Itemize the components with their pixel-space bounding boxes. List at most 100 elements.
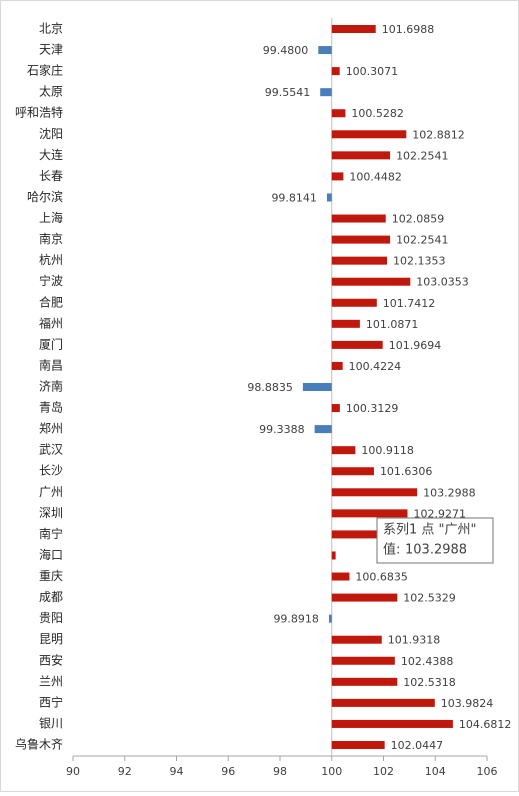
- y-tick-label: 郑州: [39, 421, 63, 436]
- x-tick-label: 90: [66, 765, 80, 778]
- bar: [331, 277, 411, 286]
- y-tick-label: 长沙: [39, 464, 63, 478]
- y-tick-label: 重庆: [39, 569, 63, 583]
- bar: [331, 677, 398, 686]
- tooltip-label: 值:: [383, 542, 400, 558]
- y-tick-label: 武汉: [39, 443, 63, 457]
- y-tick-label: 海口: [39, 547, 63, 562]
- y-tick-label: 天津: [39, 43, 63, 57]
- bar: [320, 88, 332, 97]
- y-tick-label: 沈阳: [39, 126, 63, 141]
- data-label: 103.0353: [416, 276, 469, 289]
- data-label: 101.7412: [383, 297, 436, 310]
- data-label: 99.4800: [263, 44, 309, 57]
- y-tick-label: 南宁: [39, 526, 63, 541]
- bar: [302, 383, 332, 391]
- y-tick-label: 银川: [39, 716, 63, 730]
- tooltip-box: [376, 517, 494, 564]
- bar: [331, 635, 382, 644]
- y-tick-label: 福州: [39, 315, 63, 330]
- data-label: 101.6306: [380, 465, 433, 478]
- y-tick-label: 西安: [39, 652, 63, 667]
- bar: [314, 425, 332, 434]
- data-label: 104.6812: [459, 718, 512, 731]
- y-tick-label: 杭州: [39, 252, 63, 267]
- y-tick-label: 呼和浩特: [15, 105, 63, 120]
- data-label: 102.4388: [401, 655, 454, 668]
- data-label: 99.8918: [273, 613, 319, 626]
- bar: [331, 67, 340, 76]
- y-tick-label: 长春: [39, 169, 63, 183]
- x-tick-label: 106: [477, 765, 498, 778]
- bar: [331, 530, 384, 539]
- y-tick-label: 广州: [39, 485, 63, 499]
- y-tick-label: 济南: [39, 379, 63, 394]
- x-tick-label: 100: [321, 765, 342, 778]
- y-tick-label: 成都: [39, 590, 63, 604]
- y-tick-label: 太原: [39, 84, 63, 99]
- y-tick-label: 上海: [39, 210, 63, 225]
- bar: [331, 151, 391, 160]
- y-tick-label: 北京: [39, 22, 63, 36]
- bar: [331, 509, 408, 518]
- x-tick-label: 104: [425, 765, 446, 778]
- bar: [331, 109, 346, 118]
- bar: [331, 446, 356, 455]
- tooltip-value: 103.2988: [405, 543, 467, 558]
- bar: [331, 593, 398, 602]
- y-tick-label: 厦门: [39, 336, 63, 351]
- bar: [331, 551, 336, 560]
- data-label: 101.6988: [382, 23, 435, 36]
- bar: [331, 235, 391, 244]
- bar: [331, 572, 350, 581]
- bar: [331, 25, 376, 33]
- data-label: 102.5329: [403, 592, 456, 605]
- data-label: 100.5282: [351, 107, 404, 120]
- y-tick-label: 贵阳: [39, 611, 63, 625]
- tooltip-title: 系列1 点 "广州": [383, 523, 477, 538]
- x-tick-label: 102: [373, 765, 394, 778]
- data-label: 102.2541: [396, 149, 449, 162]
- bar: [331, 214, 386, 223]
- bar: [331, 467, 374, 476]
- bar: [318, 46, 332, 55]
- data-label: 100.3071: [346, 65, 399, 78]
- data-label: 102.0447: [391, 739, 444, 752]
- y-tick-label: 青岛: [39, 400, 63, 415]
- data-label: 100.9118: [361, 444, 414, 457]
- y-tick-label: 大连: [39, 147, 63, 162]
- x-tick-label: 98: [273, 765, 287, 778]
- y-tick-label: 石家庄: [27, 63, 63, 78]
- bar: [331, 340, 383, 349]
- data-label: 100.3129: [346, 402, 399, 415]
- bar: [326, 193, 332, 202]
- data-label: 99.5541: [265, 86, 311, 99]
- bar: [331, 719, 453, 728]
- y-tick-label: 西宁: [39, 694, 63, 709]
- data-label: 101.9318: [388, 634, 441, 647]
- y-tick-label: 合肥: [39, 294, 63, 309]
- data-label: 101.0871: [366, 318, 419, 331]
- bar: [331, 741, 385, 749]
- data-label: 102.0859: [392, 213, 445, 226]
- bar: [331, 404, 340, 413]
- x-tick-label: 96: [221, 765, 235, 778]
- y-tick-label: 兰州: [39, 674, 63, 688]
- data-label: 102.2541: [396, 234, 449, 247]
- data-label: 100.6835: [355, 571, 408, 584]
- data-label: 102.5318: [403, 676, 456, 689]
- data-label: 103.2988: [423, 486, 476, 499]
- data-label: 98.8835: [247, 381, 293, 394]
- data-label: 99.3388: [259, 423, 305, 436]
- bar: [331, 488, 418, 497]
- bar: [331, 298, 377, 307]
- bar: [331, 698, 435, 707]
- x-tick-label: 94: [170, 765, 184, 778]
- data-label: 102.1353: [393, 255, 446, 268]
- bar: [331, 130, 407, 139]
- bar: [331, 361, 343, 370]
- data-label: 102.9271: [413, 507, 466, 520]
- bar: [331, 172, 344, 181]
